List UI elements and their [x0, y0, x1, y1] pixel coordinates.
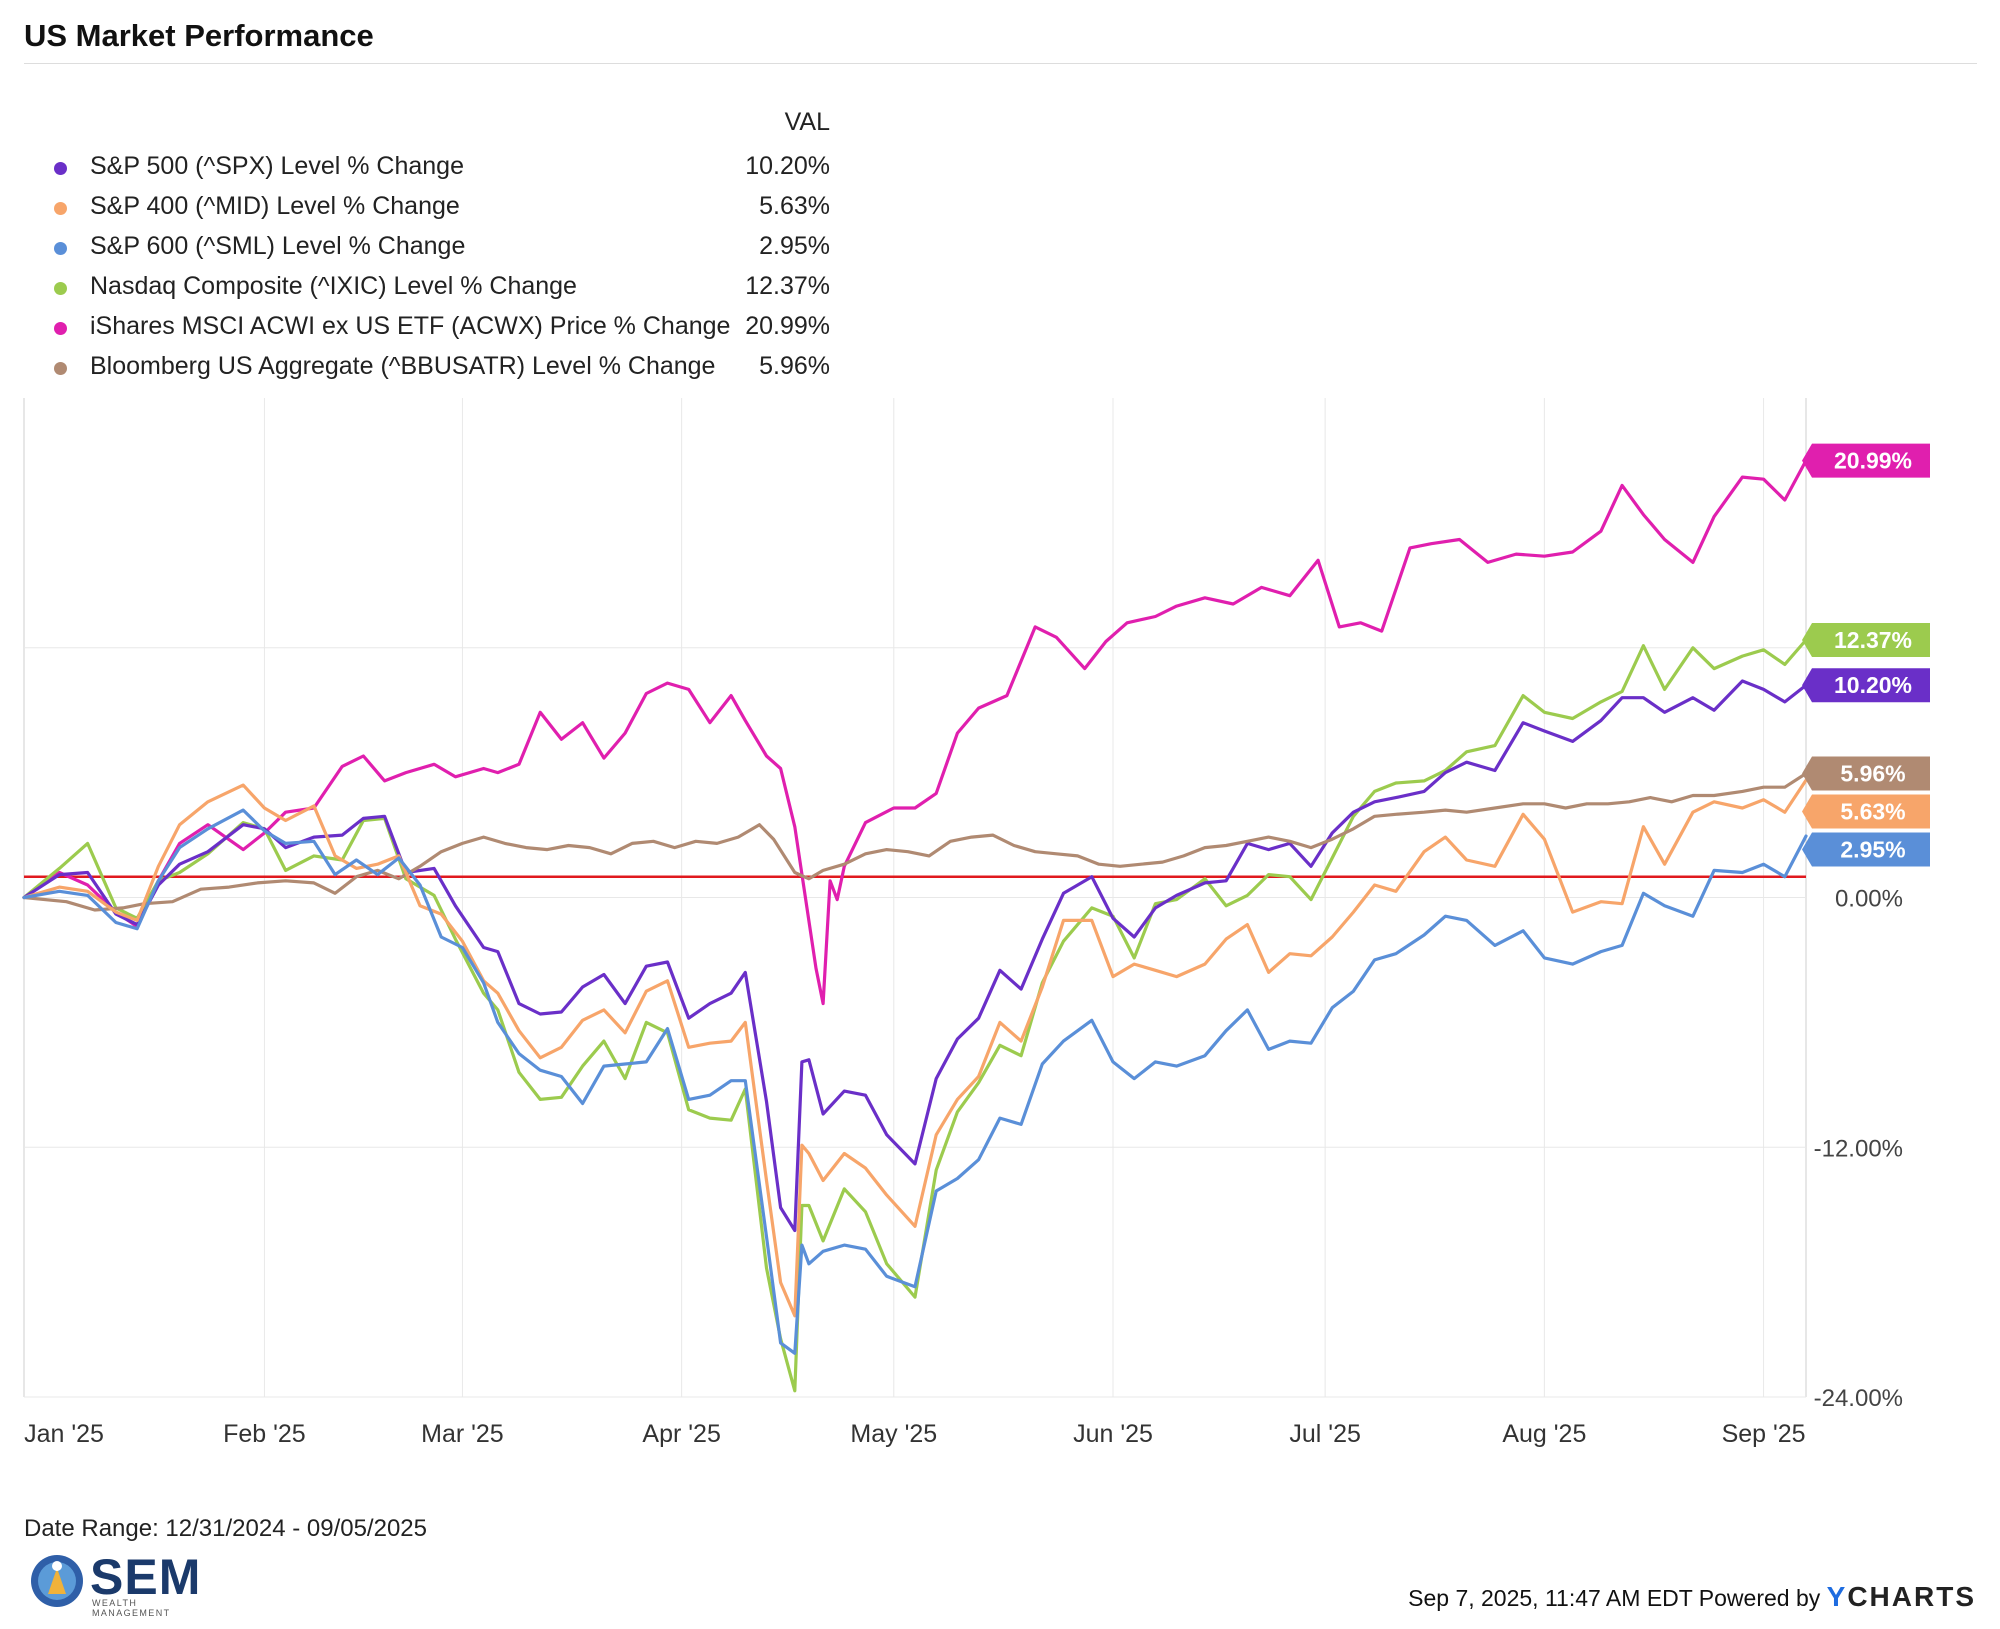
legend-value: 20.99% [745, 312, 830, 340]
x-tick-label: Mar '25 [421, 1420, 504, 1448]
series-end-tag [1802, 794, 1930, 829]
series-end-tag [1802, 668, 1930, 703]
ycharts-logo-rest: CHARTS [1847, 1581, 1976, 1612]
ycharts-logo-y: Y [1826, 1581, 1848, 1612]
x-tick-label: Apr '25 [642, 1420, 720, 1448]
sem-logo-icon [31, 1555, 83, 1607]
series-line-ishares-msci-acwi-ex-us-etf-acwx-price-c [22, 459, 1808, 1006]
legend-label: S&P 400 (^MID) Level % Change [90, 192, 460, 220]
sem-logo-subtitle: WEALTH MANAGEMENT [92, 1598, 171, 1618]
footer-attribution: Sep 7, 2025, 11:47 AM EDT Powered by YCH… [1408, 1581, 1976, 1613]
x-tick-label: Sep '25 [1722, 1420, 1806, 1448]
series-end-tag [1802, 832, 1930, 867]
series-end-tag-label: 10.20% [1834, 672, 1912, 698]
legend-label: S&P 600 (^SML) Level % Change [90, 232, 466, 260]
x-tick-label: Jan '25 [24, 1420, 104, 1448]
legend-label: S&P 500 (^SPX) Level % Change [90, 152, 464, 180]
series-end-tag [1802, 623, 1930, 658]
sem-logo: SEM WEALTH MANAGEMENT [28, 1548, 218, 1618]
legend-dot-icon [54, 202, 67, 215]
legend-value: 12.37% [745, 272, 830, 300]
series-end-tag-label: 12.37% [1834, 627, 1912, 653]
legend-value: 5.96% [759, 352, 830, 380]
legend-item-sml[interactable]: S&P 600 (^SML) Level % Change 2.95% [50, 228, 830, 268]
legend-item-ixic[interactable]: Nasdaq Composite (^IXIC) Level % Change … [50, 268, 830, 308]
legend-dot-icon [54, 162, 67, 175]
legend-item-spx[interactable]: S&P 500 (^SPX) Level % Change 10.20% [50, 148, 830, 188]
series-line-s-p-500-spx-level-change [22, 679, 1808, 1233]
y-tick-label: -24.00% [1814, 1385, 1903, 1412]
legend-value: 10.20% [745, 152, 830, 180]
legend-item-agg[interactable]: Bloomberg US Aggregate (^BBUSATR) Level … [50, 348, 830, 388]
series-end-tag [1802, 443, 1930, 478]
x-tick-label: Jul '25 [1289, 1420, 1360, 1448]
legend-item-acwx[interactable]: iShares MSCI ACWI ex US ETF (ACWX) Price… [50, 308, 830, 348]
x-tick-label: Feb '25 [223, 1420, 306, 1448]
y-tick-label: -12.00% [1814, 1135, 1903, 1162]
x-tick-label: Aug '25 [1502, 1420, 1586, 1448]
legend-label: iShares MSCI ACWI ex US ETF (ACWX) Price… [90, 312, 731, 340]
legend-label: Nasdaq Composite (^IXIC) Level % Change [90, 272, 577, 300]
series-end-tag-label: 20.99% [1834, 448, 1912, 474]
legend-dot-icon [54, 242, 67, 255]
legend-value-header: VAL [784, 108, 830, 136]
series-line-nasdaq-composite-ixic-level-change [22, 638, 1808, 1393]
timestamp-text: Sep 7, 2025, 11:47 AM EDT Powered by [1408, 1585, 1821, 1611]
title-divider [24, 63, 1977, 64]
legend-dot-icon [54, 362, 67, 375]
legend-label: Bloomberg US Aggregate (^BBUSATR) Level … [90, 352, 716, 380]
series-end-tag-label: 2.95% [1840, 836, 1905, 862]
date-range-text: Date Range: 12/31/2024 - 09/05/2025 [24, 1515, 427, 1542]
chart-title: US Market Performance [24, 18, 374, 53]
x-tick-label: May '25 [850, 1420, 937, 1448]
ycharts-logo[interactable]: YCHARTS [1827, 1581, 1976, 1612]
series-end-tag-label: 5.63% [1840, 798, 1905, 824]
series-end-tag [1802, 756, 1930, 791]
series-end-tag-label: 5.96% [1840, 760, 1905, 786]
series-line-s-p-600-sml-level-change [22, 808, 1808, 1355]
legend-dot-icon [54, 282, 67, 295]
sem-logo-word: SEM [90, 1549, 202, 1605]
y-tick-label: 0.00% [1835, 886, 1903, 913]
legend-value: 5.63% [759, 192, 830, 220]
series-line-bloomberg-us-aggregate-bbusatr-level-cha [22, 771, 1808, 912]
series-line-s-p-400-mid-level-change [22, 778, 1808, 1318]
x-tick-label: Jun '25 [1073, 1420, 1153, 1448]
legend-dot-icon [54, 322, 67, 335]
legend-item-mid[interactable]: S&P 400 (^MID) Level % Change 5.63% [50, 188, 830, 228]
legend-value: 2.95% [759, 232, 830, 260]
